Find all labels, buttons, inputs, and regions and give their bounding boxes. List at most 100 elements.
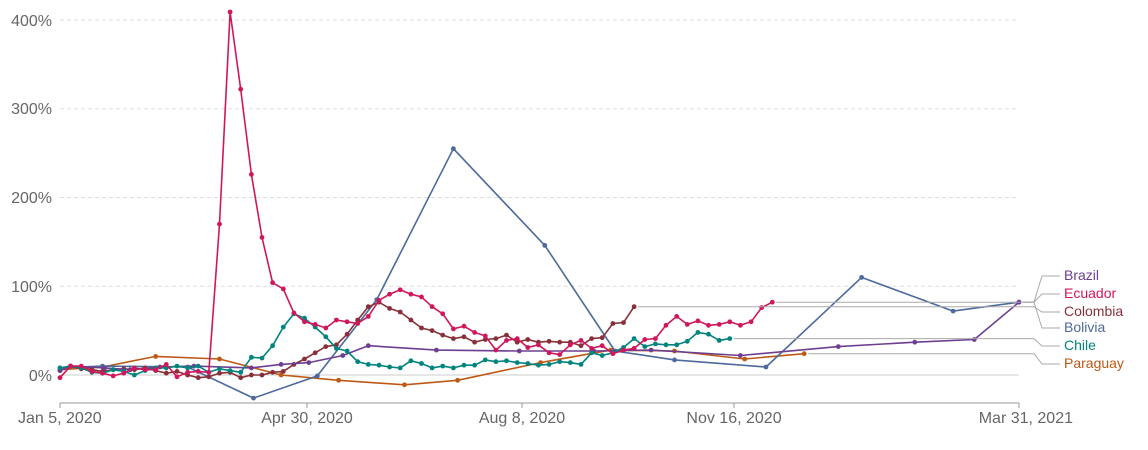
legend-connector-chile (733, 338, 1060, 347)
legend-label-ecuador: Ecuador (1064, 285, 1116, 301)
data-point-ecuador (546, 350, 552, 356)
data-point-chile (674, 342, 680, 348)
data-point-colombia (195, 375, 201, 381)
data-point-chile (695, 330, 701, 335)
data-point-bolivia (451, 146, 456, 152)
legend-connector-colombia (638, 306, 1060, 313)
data-point-ecuador (408, 291, 414, 297)
y-tick-label: 100% (11, 279, 52, 296)
data-point-chile (514, 360, 520, 365)
data-point-ecuador (525, 345, 531, 350)
data-point-ecuador (759, 305, 765, 310)
data-point-chile (227, 368, 233, 373)
data-point-colombia (387, 306, 392, 311)
data-point-ecuador (121, 370, 127, 376)
data-point-paraguay (742, 356, 748, 362)
data-point-chile (440, 363, 446, 369)
data-point-chile (525, 361, 531, 366)
data-point-ecuador (589, 346, 594, 351)
data-point-ecuador (163, 362, 169, 367)
data-point-chile (727, 336, 733, 341)
data-point-chile (419, 361, 424, 366)
data-point-colombia (355, 317, 361, 323)
data-point-colombia (578, 343, 584, 349)
data-point-colombia (429, 328, 435, 333)
data-point-colombia (238, 375, 244, 381)
data-point-chile (663, 342, 669, 348)
x-axis: Jan 5, 2020 Apr 30, 2020 Aug 8, 2020 Nov… (18, 402, 1073, 427)
data-point-bolivia (950, 308, 956, 314)
data-point-ecuador (142, 367, 148, 373)
data-point-bolivia (542, 243, 548, 248)
series-chile (57, 311, 733, 378)
data-point-chile (482, 357, 488, 363)
data-point-ecuador (727, 319, 733, 325)
legend-connectors (638, 275, 1060, 365)
data-point-chile (259, 355, 265, 361)
legend-label-chile: Chile (1064, 337, 1096, 353)
gridlines (60, 19, 1019, 376)
data-point-ecuador (419, 294, 424, 300)
data-point-ecuador (642, 337, 648, 342)
data-point-paraguay (217, 356, 222, 362)
data-point-ecuador (674, 314, 680, 319)
data-point-colombia (472, 339, 477, 345)
data-point-brazil (365, 343, 371, 349)
data-point-colombia (270, 369, 275, 375)
legend-label-colombia: Colombia (1064, 303, 1123, 319)
data-point-ecuador (217, 221, 222, 227)
data-point-colombia (323, 344, 329, 349)
data-point-ecuador (716, 322, 722, 327)
data-point-ecuador (684, 322, 690, 327)
data-point-colombia (451, 336, 456, 341)
data-point-ecuador (270, 280, 275, 286)
y-tick-label: 0% (29, 368, 52, 385)
legend-label-paraguay: Paraguay (1064, 355, 1124, 371)
data-point-chile (355, 359, 361, 365)
data-point-colombia (217, 370, 222, 376)
x-tick-label: Apr 30, 2020 (261, 410, 353, 427)
data-point-ecuador (227, 9, 233, 15)
data-point-chile (238, 369, 244, 375)
data-point-chile (132, 372, 137, 378)
data-point-colombia (599, 335, 605, 341)
data-point-ecuador (249, 172, 254, 177)
data-point-colombia (514, 339, 520, 345)
data-point-ecuador (185, 369, 191, 375)
data-point-ecuador (429, 304, 435, 310)
data-point-chile (387, 364, 392, 370)
data-point-paraguay (801, 351, 807, 357)
data-point-ecuador (195, 369, 201, 374)
data-point-colombia (621, 320, 626, 325)
data-point-chile (344, 348, 350, 354)
data-point-colombia (631, 304, 637, 310)
data-point-chile (185, 365, 191, 371)
x-tick-marks (59, 403, 1020, 408)
legend-label-brazil: Brazil (1064, 267, 1099, 283)
data-point-ecuador (738, 322, 743, 328)
data-point-chile (472, 362, 477, 368)
data-point-colombia (408, 317, 414, 323)
data-point-colombia (493, 336, 499, 341)
data-point-chile (429, 365, 435, 371)
data-point-chile (631, 336, 637, 341)
data-point-ecuador (57, 375, 63, 381)
data-point-brazil (306, 360, 312, 365)
data-point-chile (706, 331, 711, 337)
data-point-colombia (302, 356, 307, 362)
x-tick-label: Aug 8, 2020 (479, 410, 565, 427)
data-point-ecuador (302, 319, 307, 325)
data-point-ecuador (334, 317, 339, 323)
data-point-ecuador (451, 326, 456, 332)
data-point-bolivia (314, 373, 320, 379)
data-point-chile (110, 367, 116, 373)
x-tick-label: Mar 31, 2021 (979, 410, 1073, 427)
data-point-paraguay (153, 354, 159, 359)
data-point-ecuador (461, 323, 467, 329)
data-point-ecuador (631, 346, 637, 351)
series-line-chile (59, 312, 730, 376)
data-point-colombia (174, 369, 180, 374)
data-point-ecuador (387, 291, 392, 297)
legend-label-bolivia: Bolivia (1064, 319, 1105, 335)
data-point-ecuador (206, 369, 212, 375)
